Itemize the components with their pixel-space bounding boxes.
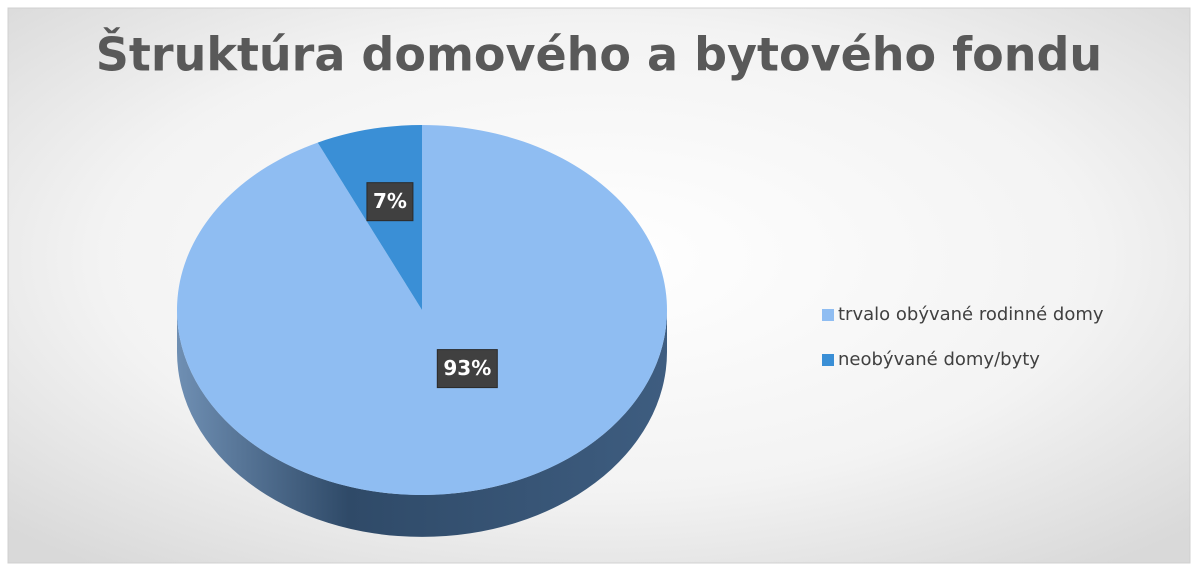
legend-label: neobývané domy/byty <box>838 349 1040 370</box>
data-label: 93% <box>443 356 491 380</box>
legend-swatch <box>822 309 834 321</box>
data-label-box <box>436 349 498 389</box>
legend-label: trvalo obývané rodinné domy <box>838 304 1104 325</box>
data-label: 7% <box>373 189 407 213</box>
chart-title: Štruktúra domového a bytového fondu <box>96 28 1102 82</box>
legend-swatch <box>822 354 834 366</box>
data-label-box <box>366 182 414 222</box>
pie-side <box>177 310 667 537</box>
